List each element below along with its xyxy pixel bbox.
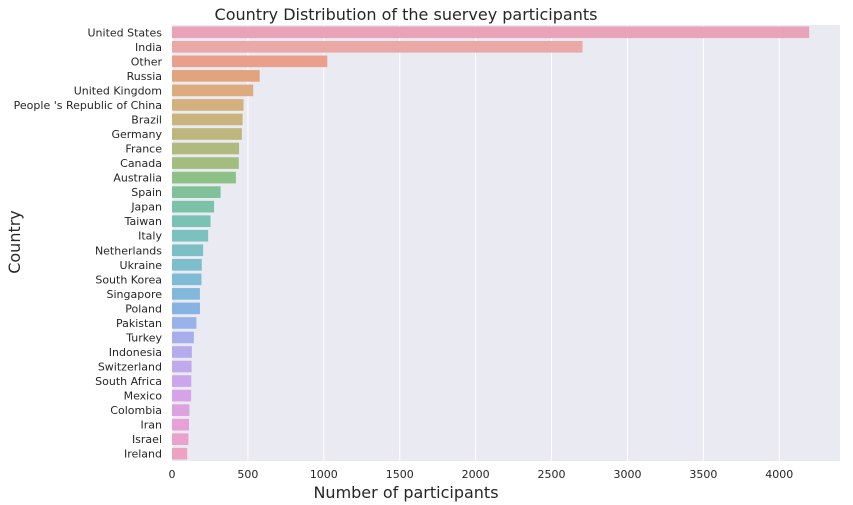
- bar-ireland: [172, 447, 188, 460]
- x-axis-title: Number of participants: [313, 483, 498, 502]
- y-tick-label: People 's Republic of China: [14, 99, 162, 112]
- bar-singapore: [172, 288, 200, 300]
- y-tick-label: France: [125, 143, 162, 156]
- bar-spain: [172, 186, 221, 198]
- bar-pakistan: [172, 317, 197, 329]
- bar-canada: [172, 157, 239, 169]
- y-tick-label: South Africa: [95, 375, 162, 388]
- bar-other: [172, 55, 328, 68]
- y-tick-label: Japan: [130, 201, 162, 214]
- bar-united-states: [172, 26, 810, 39]
- bar-israel: [172, 433, 189, 446]
- bar-turkey: [172, 331, 194, 344]
- bar-south-korea: [172, 273, 202, 286]
- y-tick-label: India: [135, 41, 162, 54]
- y-tick-label: Poland: [125, 302, 162, 315]
- bar-taiwan: [172, 215, 211, 228]
- x-tick-label: 500: [237, 468, 258, 481]
- x-gridlines: [171, 25, 780, 461]
- x-tick-label: 1000: [310, 468, 338, 481]
- y-tick-label: Canada: [120, 157, 162, 170]
- bar-south-africa: [172, 375, 192, 387]
- bar-india: [172, 40, 583, 53]
- x-tick-label: 3000: [613, 468, 641, 481]
- y-tick-label: Ireland: [124, 448, 162, 461]
- y-tick-label: Iran: [141, 419, 163, 432]
- bar-colombia: [172, 404, 190, 416]
- plot-area: [172, 25, 840, 461]
- y-tick-label: Other: [131, 55, 163, 68]
- y-tick-label: United Kingdom: [74, 84, 162, 97]
- y-tick-label: Mexico: [124, 390, 163, 403]
- bar-indonesia: [172, 346, 192, 358]
- y-tick-label: United States: [88, 26, 163, 39]
- y-tick-label: Ukraine: [120, 259, 163, 272]
- y-tick-label: Australia: [113, 172, 162, 185]
- bar-people-s-republic-of-china: [172, 99, 244, 111]
- bar-ukraine: [172, 258, 202, 271]
- y-tick-label: Switzerland: [98, 361, 162, 374]
- x-tick-label: 0: [169, 468, 176, 481]
- chart-title: Country Distribution of the suervey part…: [215, 5, 598, 24]
- x-tick-label: 2500: [538, 468, 566, 481]
- y-tick-label: Pakistan: [116, 317, 162, 330]
- bar-japan: [172, 200, 215, 213]
- x-tick-label: 2000: [462, 468, 490, 481]
- bar-poland: [172, 302, 200, 315]
- bar-iran: [172, 418, 190, 431]
- bar-russia: [172, 70, 260, 82]
- x-tick-label: 4000: [765, 468, 793, 481]
- bar-italy: [172, 229, 209, 242]
- bar-brazil: [172, 113, 243, 126]
- bar-australia: [172, 171, 236, 184]
- bar-netherlands: [172, 244, 204, 257]
- y-tick-label: Indonesia: [109, 346, 162, 359]
- y-tick-label: Colombia: [110, 404, 162, 417]
- y-tick-label: Brazil: [131, 113, 162, 126]
- y-tick-label: Russia: [127, 70, 162, 83]
- bar-france: [172, 142, 240, 155]
- bar-germany: [172, 128, 242, 140]
- x-tick-label: 3500: [689, 468, 717, 481]
- y-tick-label: South Korea: [95, 273, 162, 286]
- bar-mexico: [172, 389, 192, 402]
- y-tick-label: Taiwan: [124, 215, 162, 228]
- y-tick-label: Spain: [131, 186, 162, 199]
- y-tick-label: Turkey: [125, 331, 162, 344]
- x-tick-labels: 0 500 1000 1500 2000 2500 3000 3500 4000: [169, 468, 794, 481]
- y-tick-label: Netherlands: [95, 244, 162, 257]
- x-tick-label: 1500: [386, 468, 414, 481]
- bar-switzerland: [172, 360, 192, 373]
- y-axis-title: Country: [5, 210, 24, 274]
- y-tick-label: Israel: [132, 433, 162, 446]
- y-tick-label: Italy: [138, 230, 162, 243]
- bars: [172, 26, 810, 460]
- y-tick-label: Singapore: [107, 288, 163, 301]
- bar-united-kingdom: [172, 84, 254, 97]
- y-tick-label: Germany: [111, 128, 162, 141]
